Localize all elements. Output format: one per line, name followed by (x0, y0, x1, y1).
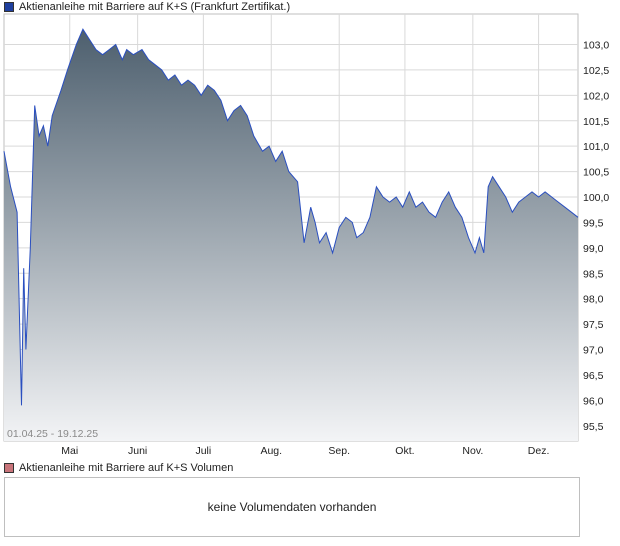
x-tick-label: Okt. (395, 445, 414, 457)
y-tick-label: 101,0 (583, 141, 609, 153)
volume-legend-label: Aktienanleihe mit Barriere auf K+S Volum… (19, 462, 234, 474)
price-legend-swatch (4, 2, 14, 12)
y-tick-label: 97,5 (583, 319, 604, 331)
price-chart: 103,0 102,5 102,0 101,5 101,0 100,5 100,0 99,5 9… (3, 13, 609, 457)
price-line (3, 28, 579, 406)
y-tick-label: 98,5 (583, 268, 604, 280)
volume-panel: keine Volumendaten vorhanden (4, 477, 580, 537)
y-tick-label: 102,0 (583, 90, 609, 102)
y-tick-label: 97,0 (583, 345, 604, 357)
x-tick-label: Sep. (328, 445, 350, 457)
y-tick-label: 102,5 (583, 65, 609, 77)
y-tick-label: 100,0 (583, 192, 609, 204)
price-legend-label: Aktienanleihe mit Barriere auf K+S (Fran… (19, 1, 291, 13)
x-tick-label: Juni (128, 445, 147, 457)
volume-legend-swatch (4, 463, 14, 473)
volume-legend: Aktienanleihe mit Barriere auf K+S Volum… (4, 461, 233, 475)
x-tick-label: Juli (195, 445, 211, 457)
x-tick-label: Mai (61, 445, 78, 457)
y-tick-label: 96,5 (583, 370, 604, 382)
date-range-label: 01.04.25 - 19.12.25 (7, 428, 98, 440)
volume-empty-message: keine Volumendaten vorhanden (207, 500, 377, 514)
x-tick-label: Aug. (260, 445, 282, 457)
y-tick-label: 103,0 (583, 40, 609, 52)
price-legend: Aktienanleihe mit Barriere auf K+S (Fran… (4, 0, 290, 14)
x-tick-label: Dez. (528, 445, 550, 457)
x-tick-label: Nov. (462, 445, 483, 457)
price-area (4, 29, 578, 441)
y-tick-label: 96,0 (583, 395, 604, 407)
y-tick-label: 99,0 (583, 243, 604, 255)
x-axis-ticks: Mai Juni Juli Aug. Sep. Okt. Nov. Dez. (61, 445, 549, 457)
y-tick-label: 95,5 (583, 421, 604, 433)
y-tick-label: 98,0 (583, 294, 604, 306)
y-tick-label: 101,5 (583, 116, 609, 128)
y-tick-label: 99,5 (583, 217, 604, 229)
y-axis-ticks: 103,0 102,5 102,0 101,5 101,0 100,5 100,0 99,5 9… (583, 40, 609, 433)
y-tick-label: 100,5 (583, 167, 609, 179)
